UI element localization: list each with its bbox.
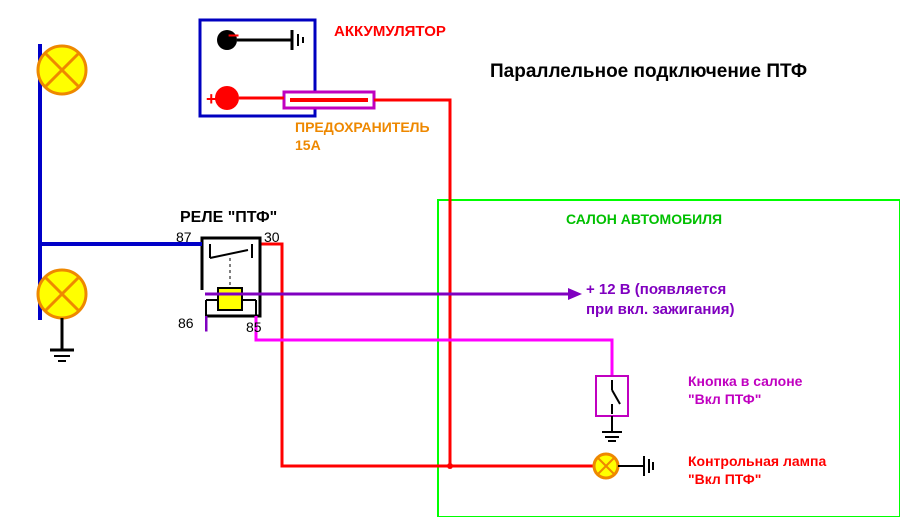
switch-label: Кнопка в салоне "Вкл ПТФ" bbox=[688, 372, 802, 408]
relay-title: РЕЛЕ "ПТФ" bbox=[180, 208, 277, 229]
ignition-label: + 12 В (появляется при вкл. зажигания) bbox=[586, 280, 734, 319]
battery-plus bbox=[215, 86, 239, 110]
fuse-element bbox=[290, 98, 368, 102]
fog-lamp-bottom bbox=[38, 270, 86, 318]
battery-label: АККУМУЛЯТОР bbox=[334, 22, 446, 42]
indicator-lamp bbox=[594, 454, 618, 478]
relay-pin-87: 87 bbox=[176, 228, 192, 246]
cabin-box bbox=[438, 200, 900, 517]
relay-coil bbox=[218, 288, 242, 310]
plus-bus-wire bbox=[260, 100, 450, 466]
cabin-label: САЛОН АВТОМОБИЛЯ bbox=[566, 210, 722, 228]
battery-plus-sign: + bbox=[206, 88, 217, 111]
battery-minus-sign: – bbox=[228, 22, 239, 48]
diagram-title: Параллельное подключение ПТФ bbox=[490, 60, 807, 85]
relay-pin-85: 85 bbox=[246, 318, 262, 336]
relay-pin-86: 86 bbox=[178, 314, 194, 332]
indicator-label: Контрольная лампа "Вкл ПТФ" bbox=[688, 452, 826, 488]
relay-pin-30: 30 bbox=[264, 228, 280, 246]
fog-lamp-top bbox=[38, 46, 86, 94]
fuse-label: ПРЕДОХРАНИТЕЛЬ 15А bbox=[295, 118, 430, 154]
switch-wire bbox=[256, 316, 612, 376]
ignition-arrow bbox=[568, 288, 582, 300]
